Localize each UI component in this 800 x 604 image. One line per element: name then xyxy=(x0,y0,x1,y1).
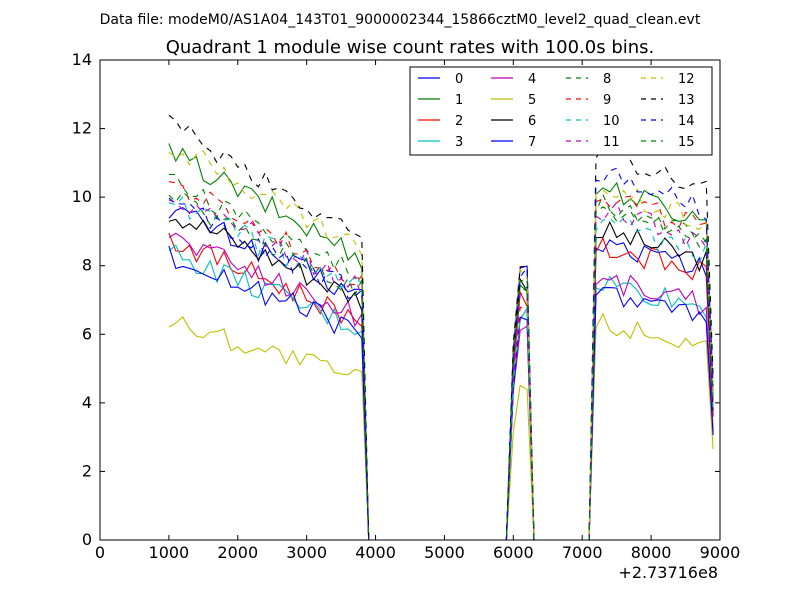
series-layer xyxy=(168,114,714,541)
legend-label-14: 14 xyxy=(678,114,695,129)
series-line-8 xyxy=(168,173,714,541)
x-tick-label: 6000 xyxy=(493,543,534,562)
x-tick-label: 7000 xyxy=(562,543,603,562)
y-tick-label: 0 xyxy=(82,530,92,549)
legend-label-12: 12 xyxy=(678,72,695,87)
x-tick-label: 3000 xyxy=(286,543,327,562)
series-line-4 xyxy=(168,232,714,541)
legend-label-3: 3 xyxy=(455,135,463,150)
legend-label-15: 15 xyxy=(678,135,695,150)
legend-label-10: 10 xyxy=(603,114,620,129)
series-line-12 xyxy=(168,150,714,541)
series-line-2 xyxy=(168,232,714,541)
x-tick-label: 8000 xyxy=(631,543,672,562)
legend-label-7: 7 xyxy=(528,135,536,150)
legend-label-5: 5 xyxy=(528,93,536,108)
legend-label-8: 8 xyxy=(603,72,611,87)
figure-suptitle: Data file: modeM0/AS1A04_143T01_90000023… xyxy=(100,12,701,28)
y-tick-label: 14 xyxy=(72,50,92,69)
legend-label-0: 0 xyxy=(455,72,463,87)
series-line-9 xyxy=(168,181,714,541)
series-line-3 xyxy=(168,244,714,541)
series-line-5 xyxy=(168,312,714,541)
y-tick-label: 2 xyxy=(82,461,92,480)
legend-label-9: 9 xyxy=(603,93,611,108)
series-line-6 xyxy=(168,218,714,541)
legend-label-6: 6 xyxy=(528,114,536,129)
axis-ticks: 0 1000 2000 3000 4000 5000 6000 7000 8000 9000 0 2 4… xyxy=(72,50,741,562)
chart-title: Quadrant 1 module wise count rates with … xyxy=(166,37,655,58)
series-line-15 xyxy=(168,191,714,541)
x-tick-label: 0 xyxy=(95,543,105,562)
legend-label-13: 13 xyxy=(678,93,695,108)
series-line-13 xyxy=(168,114,714,541)
plot-frame xyxy=(99,59,721,541)
legend-label-2: 2 xyxy=(455,114,463,129)
y-tick-label: 10 xyxy=(72,187,92,206)
series-line-14 xyxy=(168,167,714,541)
legend-label-11: 11 xyxy=(603,135,620,150)
x-tick-label: 2000 xyxy=(217,543,258,562)
series-line-7 xyxy=(168,245,714,541)
y-tick-label: 6 xyxy=(82,324,92,343)
x-tick-label: 9000 xyxy=(700,543,741,562)
series-line-0 xyxy=(168,206,714,541)
legend-box xyxy=(409,66,713,156)
y-tick-label: 4 xyxy=(82,393,92,412)
legend-label-4: 4 xyxy=(528,72,536,87)
y-tick-label: 8 xyxy=(82,256,92,275)
series-line-11 xyxy=(168,199,714,541)
y-tick-label: 12 xyxy=(72,119,92,138)
series-line-10 xyxy=(168,196,714,541)
legend-label-1: 1 xyxy=(455,93,463,108)
series-line-1 xyxy=(168,143,714,541)
x-tick-label: 1000 xyxy=(149,543,190,562)
x-offset-label: +2.73716e8 xyxy=(618,563,718,582)
x-tick-label: 4000 xyxy=(355,543,396,562)
x-tick-label: 5000 xyxy=(424,543,465,562)
